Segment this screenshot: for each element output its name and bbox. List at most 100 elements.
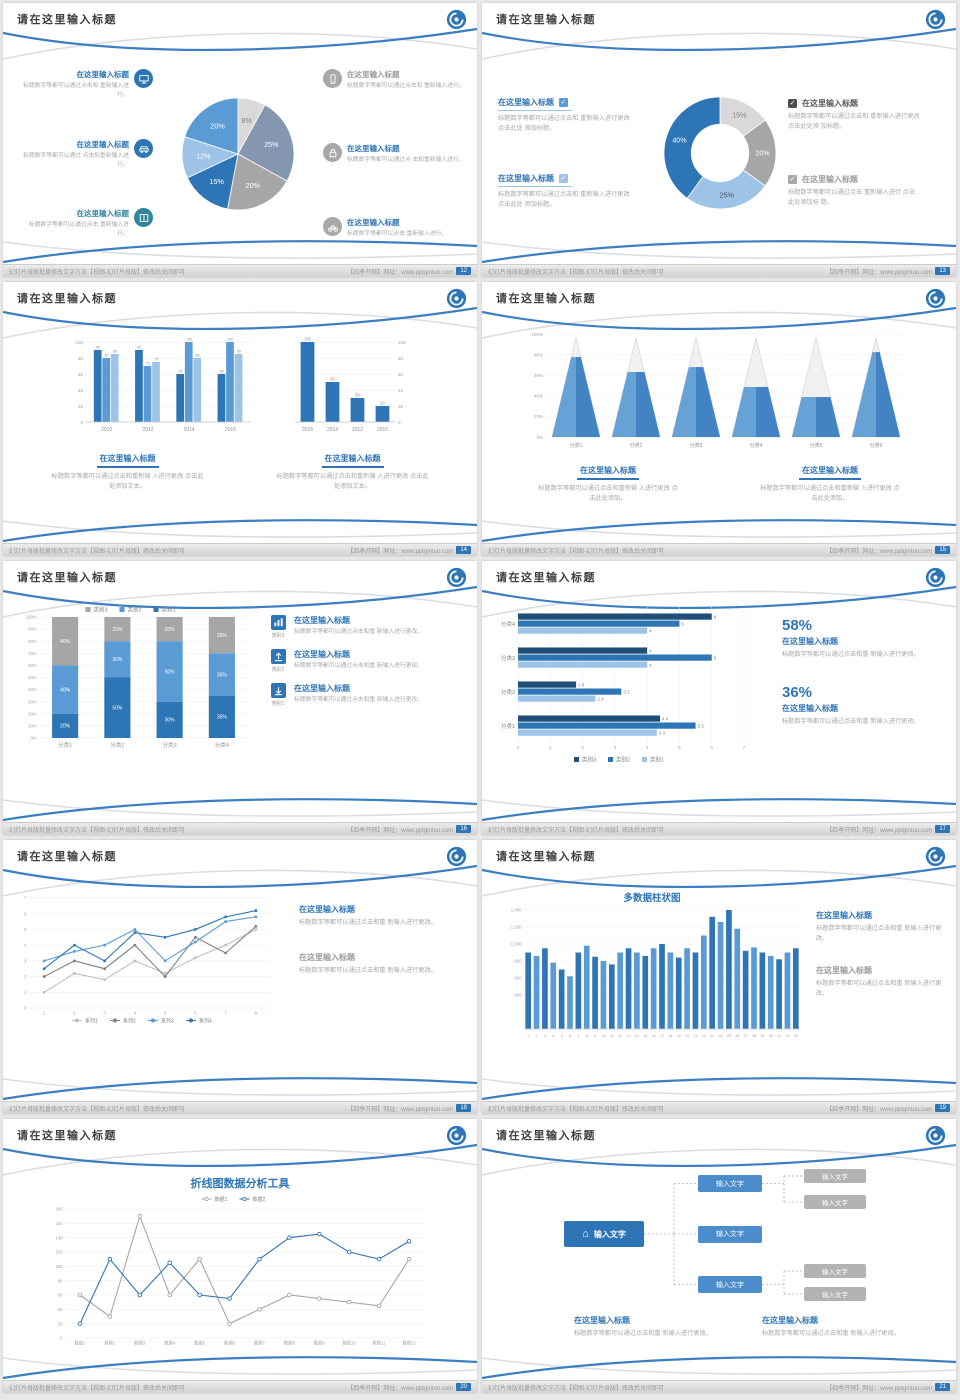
stat-block[interactable]: 58% 在这里输入标题 标题数字等都可以通过点击和重 新输入进行更改。	[782, 617, 942, 660]
svg-text:4: 4	[24, 943, 27, 948]
svg-text:数据2: 数据2	[253, 1196, 266, 1203]
block-title: 在这里输入标题	[299, 905, 355, 914]
svg-text:35%: 35%	[217, 715, 228, 721]
svg-text:35%: 35%	[217, 672, 228, 678]
text-block[interactable]: 在这里输入标题 标题数字等都可以通过点击和重 新输入进行更改。	[574, 1315, 726, 1339]
callout-item[interactable]: 在这里输入标题 标题数字等都可以通过点击和 重新输入进行。	[323, 69, 467, 91]
text-block[interactable]: 在这里输入标题 标题数字等都可以通过点击和重 新输入进行更改。	[299, 952, 463, 976]
legend-item[interactable]: 在这里输入标题 标题数字等都可以通过点击和 重新输入进行更改 点击此处 添加标题…	[498, 173, 652, 209]
svg-text:20: 20	[685, 1034, 689, 1038]
page-number: 14	[456, 546, 471, 554]
feature-item[interactable]: 类别2 在这里输入标题 标题数字等都可以通过点击和重 新输入进行更改。	[269, 649, 465, 673]
svg-text:20%: 20%	[246, 181, 261, 190]
text-block[interactable]: 在这里输入标题 标题数字等都可以通过点击和重新输 入进行更改 点击此处添加文本。	[265, 448, 440, 491]
callout-title: 在这里输入标题	[347, 218, 400, 227]
slide-13[interactable]: 请在这里输入标题 在这里输入标题 标题数字等都可以通过点击和 重新输入进行更改 …	[482, 3, 956, 277]
stat-desc: 标题数字等都可以通过点击和重 新输入进行更改。	[782, 717, 920, 725]
svg-text:2: 2	[536, 1034, 538, 1038]
legend-item[interactable]: 在这里输入标题 标题数字等都可以通过点击 重新输入进行 点击此处添加标 题。	[788, 174, 942, 207]
svg-text:600: 600	[514, 976, 522, 981]
item-title: 在这里输入标题	[294, 684, 350, 693]
svg-text:100: 100	[75, 340, 83, 345]
svg-text:4: 4	[649, 663, 652, 668]
callout-title: 在这里输入标题	[347, 70, 400, 79]
slide-21[interactable]: 请在这里输入标题 输入文字 输入文字 输入文字 输入文字 输入文字 输入文字 输…	[482, 1119, 956, 1393]
callout-item[interactable]: 在这里输入标题 标题数字等都可以点击 重新输入进行。	[323, 217, 467, 239]
footer-right-text: 【四季开网】网址：www.pptgintuo.com	[826, 1385, 933, 1392]
svg-text:90: 90	[137, 346, 141, 350]
block-desc: 标题数字等都可以通过点击和重新输 入进行更改 点击此处添加。	[538, 485, 678, 502]
block-title: 在这里输入标题	[762, 1316, 818, 1325]
svg-text:30%: 30%	[217, 633, 228, 639]
svg-text:3: 3	[24, 958, 27, 963]
svg-text:28: 28	[752, 1034, 756, 1038]
item-title: 在这里输入标题	[294, 650, 350, 659]
slide-19[interactable]: 请在这里输入标题 多数据柱状图 400 600 800 1,000 1,200 1,400…	[482, 840, 956, 1114]
flow-leaf-node[interactable]: 输入文字	[804, 1264, 866, 1278]
flow-mid-node[interactable]: 输入文字	[698, 1276, 762, 1293]
legend-item[interactable]: 在这里输入标题 标题数字等都可以通过点击和 重新输入进行更改 点击此处 添加标题…	[498, 97, 652, 133]
svg-text:1: 1	[24, 990, 27, 995]
item-title: 在这里输入标题	[498, 173, 554, 183]
svg-text:类别3: 类别3	[582, 756, 596, 764]
stat-block[interactable]: 36% 在这里输入标题 标题数字等都可以通过点击和重 新输入进行更改。	[782, 684, 942, 727]
slide-15[interactable]: 请在这里输入标题 0% 20% 40% 60% 80% 100% 分类1 分类2 分类3 分类4 分…	[482, 282, 956, 556]
item-title: 在这里输入标题	[498, 97, 554, 107]
node-label: 输入文字	[822, 1174, 848, 1181]
svg-text:11: 11	[610, 1034, 614, 1038]
callout-title: 在这里输入标题	[347, 144, 400, 153]
slide-17[interactable]: 请在这里输入标题 0 1 2 3 4 5 6 7 6 5 4 分类4 4 6 4 分类3 1.8 3.2 2.4 分类…	[482, 561, 956, 835]
legend-item[interactable]: 在这里输入标题 标题数字等都可以通过点击和 重新输入进行更改 点击此处添 加标题…	[788, 98, 942, 131]
text-block[interactable]: 在这里输入标题 标题数字等都可以通过点击和重新输 入进行更改 点击此处添加。	[754, 460, 906, 503]
text-block[interactable]: 在这里输入标题 标题数字等都可以通过点击和重 新输入进行更改。	[816, 965, 944, 998]
svg-text:4: 4	[646, 745, 649, 750]
callout-item[interactable]: 在这里输入标题 标题数字等都可以通过点 击和重新输入进行。	[323, 143, 467, 165]
slide-16[interactable]: 请在这里输入标题 类别3 类别2 类别1 0% 10% 20% 30% 40% 50% 60% 70…	[3, 561, 477, 835]
slide-18[interactable]: 请在这里输入标题 0 1 2 3 4 5 6 7 1 2 3 4 5 6 7 8 系列1 系列2 系列3 系列4 在这…	[3, 840, 477, 1114]
svg-text:1,000: 1,000	[511, 942, 522, 947]
callout-item[interactable]: 在这里输入标题 标题数字等都可以通过点击和 重新输入进行。	[19, 69, 153, 100]
svg-text:7: 7	[577, 1034, 579, 1038]
slide-12[interactable]: 请在这里输入标题 在这里输入标题 标题数字等都可以通过点击和 重新输入进行。 在这…	[3, 3, 477, 277]
feature-item[interactable]: 类别1 在这里输入标题 标题数字等都可以通过点击和重 新输入进行更改。	[269, 683, 465, 707]
checkbox-icon[interactable]	[559, 173, 568, 183]
slide-title: 请在这里输入标题	[17, 851, 117, 863]
svg-text:20%: 20%	[210, 121, 225, 130]
text-block[interactable]: 在这里输入标题 标题数字等都可以通过点击和重新输 入进行更改 点击此处添加文本。	[40, 448, 215, 491]
item-desc: 标题数字等都可以通过点击和重 新输入进行更改。	[294, 697, 424, 703]
svg-text:90: 90	[95, 346, 99, 350]
checkbox-icon[interactable]	[559, 97, 568, 107]
text-block[interactable]: 在这里输入标题 标题数字等都可以通过点击和重 新输入进行更改。	[762, 1315, 914, 1339]
footer-right-text: 【四季开网】网址：www.pptgintuo.com	[347, 548, 454, 555]
svg-text:20%: 20%	[165, 627, 176, 633]
svg-text:数据9: 数据9	[314, 1340, 326, 1347]
flow-leaf-node[interactable]: 输入文字	[804, 1169, 866, 1183]
stat-value: 58%	[782, 617, 813, 634]
svg-text:6: 6	[194, 1011, 197, 1016]
text-block[interactable]: 在这里输入标题 标题数字等都可以通过点击和重新输 入进行更改 点击此处添加。	[532, 460, 684, 503]
checkbox-icon[interactable]	[788, 99, 797, 109]
svg-text:40: 40	[398, 388, 404, 393]
feature-item[interactable]: 类别3 在这里输入标题 标题数字等都可以通过点击和重 新输入进行更改。	[269, 615, 465, 639]
flow-leaf-node[interactable]: 输入文字	[804, 1287, 866, 1301]
text-block[interactable]: 在这里输入标题 标题数字等都可以通过点击和重 新输入进行更改。	[816, 910, 944, 943]
svg-text:3: 3	[614, 745, 617, 750]
slide-20[interactable]: 请在这里输入标题 折线图数据分析工具 0 20 40 60 80 100 120 140 160…	[3, 1119, 477, 1393]
callout-item[interactable]: 在这里输入标题 标题数字等都可以通过 点击和重新输入进行。	[19, 138, 153, 170]
flow-leaf-node[interactable]: 输入文字	[804, 1195, 866, 1209]
svg-text:20: 20	[398, 404, 404, 409]
flow-mid-node[interactable]: 输入文字	[698, 1225, 762, 1243]
flow-root-node[interactable]: 输入文字	[564, 1221, 644, 1247]
item-desc: 标题数字等都可以通过点击和 重新输入进行更改 点击此处 添加标题。	[498, 114, 630, 132]
svg-text:26: 26	[735, 1034, 739, 1038]
icon-label: 类别3	[271, 633, 285, 639]
checkbox-icon[interactable]	[788, 175, 797, 185]
callout-item[interactable]: 在这里输入标题 标题数字等都可以通过点击 重新输入进行。	[19, 208, 153, 239]
flow-mid-node[interactable]: 输入文字	[698, 1175, 762, 1192]
callout-desc: 标题数字等都可以通过点击 重新输入进行。	[28, 222, 129, 238]
svg-text:80%: 80%	[534, 352, 543, 357]
slide-14[interactable]: 请在这里输入标题 0 20 40 60 80 100 90 80 85 2010 90 70 75 201…	[3, 282, 477, 556]
text-block[interactable]: 在这里输入标题 标题数字等都可以通过点击和重 新输入进行更改。	[299, 904, 463, 928]
brand-logo-icon	[925, 1125, 946, 1146]
node-label: 输入文字	[593, 1229, 626, 1239]
